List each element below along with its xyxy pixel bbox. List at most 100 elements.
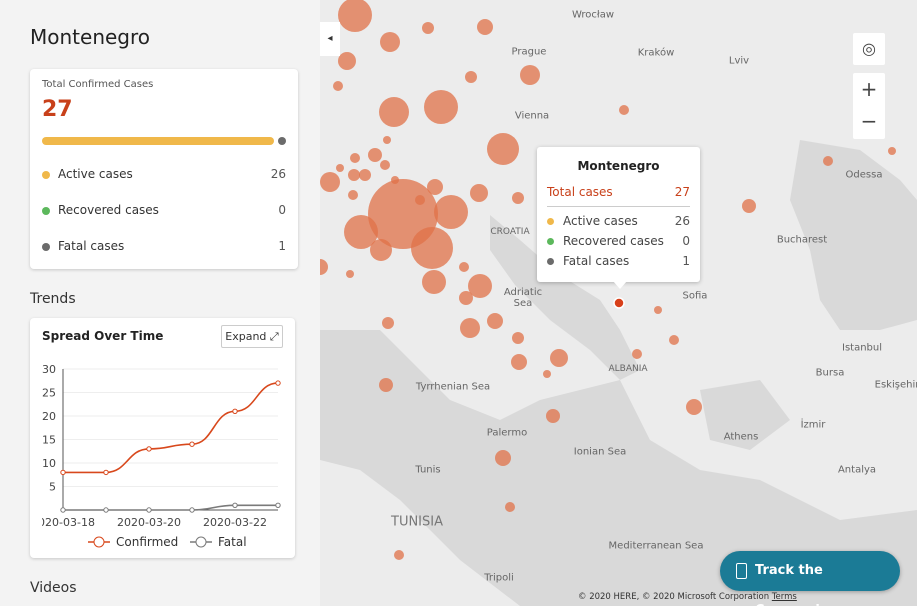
point [189,441,195,447]
map-label: Mediterranean Sea [608,540,704,552]
case-row: Active cases 26 [42,165,286,185]
popup-row: Fatal cases 1 [547,252,690,272]
terms-link[interactable]: Terms [771,592,797,602]
popup-arrow [613,281,627,289]
selected-region-marker[interactable] [613,297,625,309]
progress-bar [42,137,286,145]
map-label: Odessa [845,169,883,181]
popup-label: Active cases [563,214,638,228]
case-bubble [427,179,443,195]
x-tick-label: 2020-03-22 [203,516,267,529]
case-bubble [348,169,360,181]
legend-marker [93,536,105,548]
map-label: Sofia [682,290,708,302]
case-bubble [487,313,503,329]
expand-button[interactable]: Expand ⤢ [221,325,283,348]
track-button[interactable]: Track the Coronavirus [720,551,900,606]
popup-row: Recovered cases 0 [547,232,690,252]
map-label: Antalya [837,464,877,476]
sea [320,330,917,606]
expand-label: Expand [225,330,267,343]
sidebar: Montenegro Total Confirmed Cases 27 Acti… [0,0,320,606]
line-chart: 5 10 15 20 25 30 2020-03-18 2020-03-20 2020-03-2… [31,363,281,549]
case-bubble [379,378,393,392]
point [146,507,152,513]
case-bubble [511,354,527,370]
legend-dot [42,243,50,251]
case-value: 1 [278,239,286,253]
divider [547,206,690,207]
x-tick-label: 2020-03-18 [31,516,95,529]
popup-row: Active cases 26 [547,212,690,232]
case-bubble [338,52,356,70]
zoom-control: + − [853,73,885,139]
case-bubble [383,136,391,144]
map[interactable]: Wrocław Prague Kraków Lviv Vienna CROATIA Adri… [320,0,917,606]
map-label: Tripoli [484,572,514,584]
case-bubble [888,147,896,155]
summary-card: Total Confirmed Cases 27 Active cases 26 R… [30,69,298,269]
case-label: Fatal cases [58,239,125,253]
point [275,380,281,386]
case-bubble [348,190,358,200]
videos-heading: Videos [30,580,77,596]
case-bubble [512,192,524,204]
trends-heading: Trends [30,291,76,307]
popup-label: Fatal cases [563,254,630,268]
map-label: Ionian Sea [573,446,627,458]
point [146,446,152,452]
copyright-text: © 2020 HERE, © 2020 Microsoft Corporatio… [578,592,770,602]
legend-dot [547,258,554,265]
point [232,502,238,509]
zoom-out[interactable]: − [860,109,878,133]
case-bubble [495,450,511,466]
case-bubble [320,172,340,192]
case-bubble [379,97,409,127]
case-bubble [422,22,434,34]
case-bubble [468,274,492,298]
case-bubble [382,317,394,329]
case-bubble [546,409,560,423]
case-bubble [320,259,328,275]
map-label: ALBANIA [608,364,648,374]
case-bubble [505,502,515,512]
map-label: İzmir [800,419,826,431]
map-label: Tunis [415,464,441,476]
map-label: Palermo [486,427,528,439]
popup-value: 0 [682,234,690,248]
case-bubble [370,239,392,261]
map-label: Eskişehir [874,379,917,391]
track-button-label: Track the Coronavirus [755,563,843,606]
map-label: Lviv [728,55,750,67]
point [189,507,195,513]
case-bubble [368,148,382,162]
y-tick-label: 5 [49,481,56,494]
collapse-tab[interactable]: ◂ [320,22,340,56]
region-title: Montenegro [30,25,151,49]
case-bubble [344,215,378,249]
case-bubble [550,349,568,367]
chart-title: Spread Over Time [42,329,164,343]
popup-value: 1 [682,254,690,268]
map-label: Adriatic Sea [503,287,543,309]
case-label: Active cases [58,167,133,181]
case-bubble [338,0,372,32]
y-tick-label: 20 [42,410,56,423]
case-label: Recovered cases [58,203,159,217]
case-bubble [460,318,480,338]
legend-label: Confirmed [116,535,178,549]
summary-total: 27 [42,97,73,122]
case-row: Fatal cases 1 [42,237,286,257]
locate-button[interactable]: ◎ [853,33,885,65]
point [60,507,66,513]
map-label: Tyrrhenian Sea [415,381,491,393]
case-bubble [333,81,343,91]
zoom-in[interactable]: + [860,77,878,101]
point [232,408,238,415]
map-canvas [320,0,917,606]
case-bubble [459,291,473,305]
copyright: © 2020 HERE, © 2020 Microsoft Corporatio… [578,592,797,602]
case-bubble [424,90,458,124]
sea [790,140,917,330]
